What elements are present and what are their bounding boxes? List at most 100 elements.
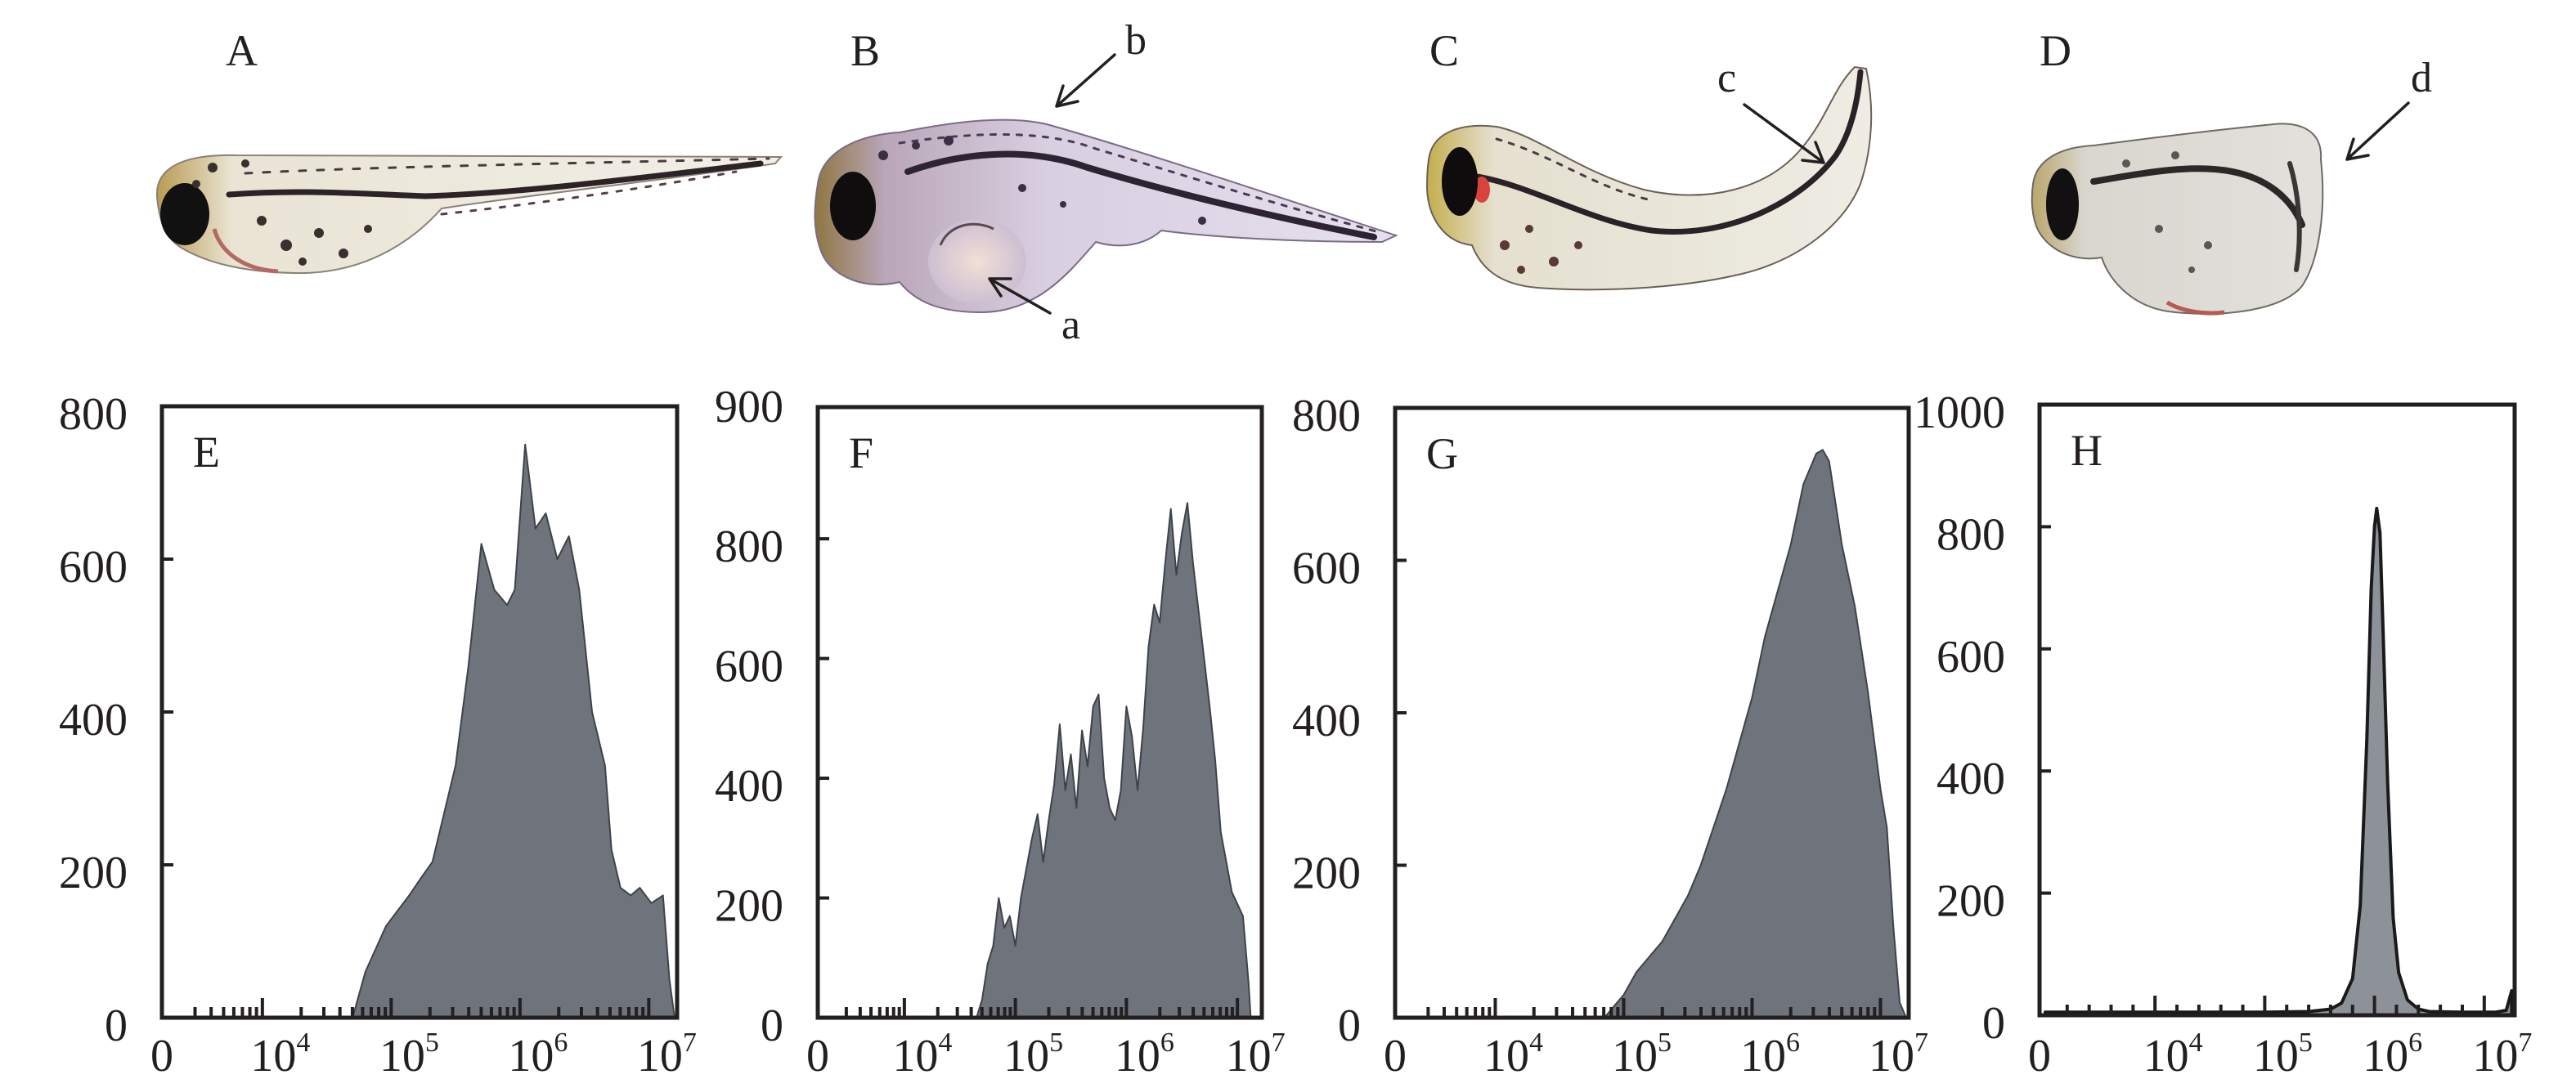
plot-frame: [2037, 402, 2517, 1018]
x-tick-exponent: 4: [1529, 1028, 1543, 1058]
eye-icon: [830, 172, 876, 240]
y-tick-label: 800: [1292, 391, 1361, 441]
y-tick-label: 400: [1936, 754, 2005, 804]
x-tick-label: 105: [1003, 1028, 1063, 1081]
y-tick-label: 200: [1936, 876, 2005, 927]
arrow-icon: [1743, 103, 1825, 164]
x-tick-label: 106: [1115, 1028, 1174, 1081]
histogram-area: [352, 443, 675, 1019]
y-tick-label: 800: [715, 522, 783, 572]
x-tick-base: 10: [508, 1031, 554, 1081]
x-tick-base: 10: [2363, 1031, 2408, 1081]
pigment-spots: [878, 136, 1206, 225]
x-tick-label: 105: [2253, 1028, 2313, 1081]
x-tick-base: 0: [2028, 1031, 2051, 1081]
x-tick-base: 10: [1740, 1031, 1786, 1081]
x-tick-base: 10: [379, 1031, 425, 1081]
x-tick-exponent: 7: [1272, 1028, 1286, 1058]
annotation-label: c: [1717, 55, 1736, 101]
annotation-label: d: [2411, 55, 2432, 101]
embryo-image-d: [2031, 123, 2324, 316]
x-tick-base: 10: [637, 1031, 683, 1081]
x-tick-exponent: 5: [1658, 1028, 1672, 1058]
arrow-icon: [1055, 53, 1116, 108]
annotation-a: a: [988, 277, 1080, 348]
x-tick-exponent: 5: [2299, 1028, 2313, 1058]
y-tick-label: 1000: [1914, 387, 2005, 438]
photo-panel-d: D d: [2031, 26, 2432, 316]
x-tick-label: 0: [1384, 1031, 1407, 1081]
x-tick-base: 10: [2143, 1031, 2189, 1081]
eye-icon: [1442, 147, 1478, 216]
y-tick-label: 0: [761, 1001, 783, 1051]
pigment-spots: [2122, 151, 2212, 273]
x-tick-label: 104: [2143, 1028, 2203, 1081]
x-tick-exponent: 5: [1049, 1028, 1063, 1058]
x-tick-label: 105: [1612, 1028, 1672, 1081]
y-tick-label: 400: [1292, 696, 1361, 746]
annotation-b: b: [1055, 17, 1147, 108]
x-tick-exponent: 6: [554, 1028, 568, 1058]
histogram-area: [976, 502, 1252, 1019]
y-tick-label: 200: [1292, 848, 1361, 899]
annotation-d: d: [2345, 55, 2432, 161]
photo-panel-c: C c: [1425, 26, 1873, 291]
y-tick-label: 0: [105, 1001, 128, 1051]
x-tick-label: 107: [637, 1028, 697, 1081]
x-tick-label: 105: [379, 1028, 439, 1081]
plot-frame: [815, 405, 1264, 1020]
pigment-spots: [1500, 225, 1582, 274]
x-tick-base: 10: [1869, 1031, 1914, 1081]
x-tick-exponent: 7: [1914, 1028, 1928, 1058]
embryo-image-b: [814, 119, 1398, 314]
pigment-spots: [192, 159, 372, 266]
y-tick-label: 400: [59, 695, 128, 745]
x-tick-base: 10: [2253, 1031, 2299, 1081]
x-tick-label: 106: [1740, 1028, 1800, 1081]
x-tick-label: 106: [2363, 1028, 2422, 1081]
photo-panel-label: C: [1429, 26, 1459, 75]
photo-panel-label: B: [850, 26, 880, 75]
x-tick-base: 10: [1226, 1031, 1272, 1081]
y-tick-label: 600: [59, 542, 128, 593]
x-tick-base: 0: [1384, 1031, 1407, 1081]
x-tick-label: 106: [508, 1028, 568, 1081]
histogram-area: [1603, 449, 1907, 1019]
photo-panel-b: B b a: [814, 17, 1398, 348]
photo-panel-label: A: [226, 26, 258, 75]
eye-icon: [2046, 168, 2079, 240]
y-tick-label: 600: [1936, 632, 2005, 683]
y-tick-label: 200: [715, 881, 783, 932]
annotation-label: b: [1125, 17, 1147, 64]
annotation-label: a: [1061, 302, 1080, 348]
x-tick-exponent: 5: [425, 1028, 439, 1058]
x-tick-label: 0: [806, 1031, 829, 1081]
embryo-image-c: [1425, 65, 1873, 291]
arrow-icon: [2345, 101, 2410, 161]
panel-label: E: [193, 428, 220, 477]
photo-panel-label: D: [2040, 26, 2071, 75]
x-tick-exponent: 7: [2518, 1028, 2532, 1058]
y-tick-label: 800: [1936, 509, 2005, 560]
x-tick-base: 10: [1003, 1031, 1049, 1081]
panel-label: F: [849, 428, 873, 477]
x-tick-base: 10: [1612, 1031, 1658, 1081]
y-tick-label: 600: [715, 642, 783, 692]
x-tick-label: 0: [150, 1031, 173, 1081]
x-tick-exponent: 4: [296, 1028, 310, 1058]
x-tick-exponent: 7: [683, 1028, 697, 1058]
x-tick-label: 107: [1869, 1028, 1928, 1081]
x-tick-base: 10: [250, 1031, 296, 1081]
x-tick-exponent: 6: [1160, 1028, 1174, 1058]
x-tick-base: 10: [892, 1031, 938, 1081]
x-tick-base: 0: [806, 1031, 829, 1081]
y-tick-label: 800: [59, 389, 128, 440]
arrow-icon: [988, 277, 1052, 315]
x-tick-label: 104: [250, 1028, 310, 1081]
